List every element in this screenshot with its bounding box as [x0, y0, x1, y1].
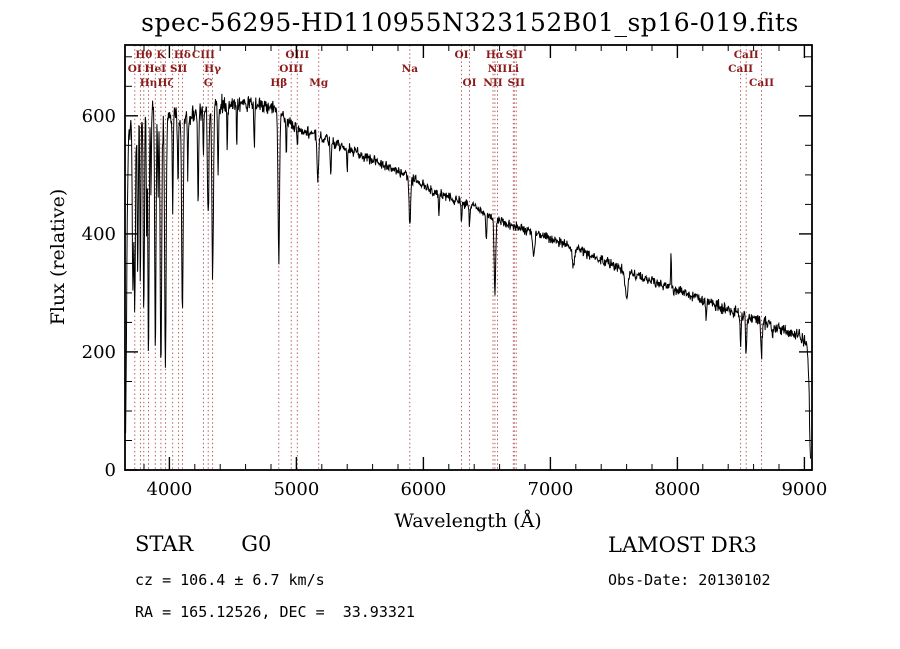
svg-text:SII: SII	[506, 49, 523, 61]
svg-text:OIII: OIII	[285, 49, 309, 61]
x-axis-label: Wavelength (Å)	[394, 510, 541, 532]
svg-text:NII: NII	[488, 63, 508, 75]
svg-text:OIII: OIII	[279, 63, 303, 75]
cz-value: cz = 106.4 ± 6.7 km/s	[135, 571, 325, 589]
y-axis-label: Flux (relative)	[47, 189, 69, 326]
survey-label: LAMOST DR3	[608, 533, 757, 557]
svg-text:CaII: CaII	[749, 77, 774, 89]
svg-text:OI: OI	[454, 49, 468, 61]
svg-text:OI: OI	[128, 63, 142, 75]
svg-text:Hγ: Hγ	[204, 63, 221, 75]
ra-dec-value: RA = 165.12526, DEC = 33.93321	[135, 603, 415, 621]
svg-text:NII: NII	[483, 77, 503, 89]
svg-text:Mg: Mg	[309, 77, 329, 89]
object-class: STAR	[135, 532, 194, 556]
svg-text:OI: OI	[462, 77, 476, 89]
svg-text:G: G	[204, 77, 213, 89]
svg-text:9000: 9000	[781, 479, 827, 500]
svg-text:Na: Na	[402, 63, 419, 75]
svg-text:SII: SII	[507, 77, 524, 89]
page-title: spec-56295-HD110955N323152B01_sp16-019.f…	[141, 8, 799, 37]
svg-text:400: 400	[82, 224, 116, 245]
svg-text:Hθ: Hθ	[135, 49, 152, 61]
svg-text:K: K	[156, 49, 166, 61]
svg-text:0: 0	[105, 460, 116, 481]
svg-text:200: 200	[82, 342, 116, 363]
obs-date: Obs-Date: 20130102	[608, 571, 771, 589]
svg-text:Hα: Hα	[486, 49, 504, 61]
svg-text:Hδ: Hδ	[174, 49, 191, 61]
svg-text:SII: SII	[170, 63, 187, 75]
svg-text:600: 600	[82, 106, 116, 127]
svg-text:HeI: HeI	[145, 63, 167, 75]
svg-text:Li: Li	[508, 63, 519, 75]
svg-text:8000: 8000	[654, 479, 700, 500]
svg-text:Hζ: Hζ	[158, 77, 174, 89]
svg-text:4000: 4000	[146, 479, 192, 500]
svg-text:7000: 7000	[527, 479, 573, 500]
svg-text:CIII: CIII	[192, 49, 215, 61]
svg-text:6000: 6000	[400, 479, 446, 500]
object-subclass: G0	[241, 532, 272, 556]
svg-text:5000: 5000	[273, 479, 319, 500]
svg-text:CaII: CaII	[728, 63, 753, 75]
object-class-line: STAR G0	[135, 532, 271, 556]
svg-text:CaII: CaII	[734, 49, 759, 61]
svg-text:Hβ: Hβ	[270, 77, 287, 89]
svg-text:Hη: Hη	[140, 77, 158, 89]
